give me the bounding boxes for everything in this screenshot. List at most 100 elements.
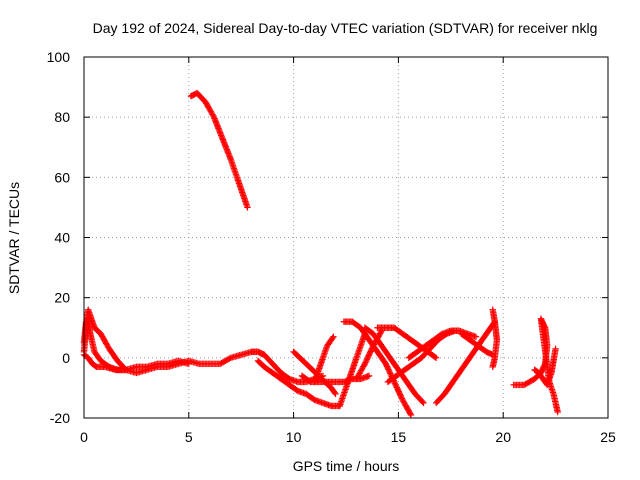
data-point bbox=[360, 362, 368, 369]
data-point bbox=[362, 357, 370, 365]
data-point bbox=[403, 403, 410, 410]
data-point bbox=[363, 356, 370, 363]
series-arc-p bbox=[405, 327, 480, 362]
data-point bbox=[101, 337, 108, 344]
y-tick-label: 20 bbox=[54, 290, 70, 306]
data-point bbox=[401, 400, 409, 408]
y-tick-label: 60 bbox=[54, 169, 70, 185]
data-point bbox=[393, 384, 400, 391]
data-point bbox=[385, 367, 393, 374]
data-point bbox=[365, 372, 373, 380]
data-point bbox=[366, 350, 373, 358]
series-arc-u bbox=[531, 345, 559, 389]
data-point bbox=[330, 333, 337, 340]
data-point bbox=[392, 381, 399, 388]
data-point bbox=[226, 355, 233, 362]
chart-title: Day 192 of 2024, Sidereal Day-to-day VTE… bbox=[93, 20, 598, 36]
data-point bbox=[384, 364, 391, 372]
data-point bbox=[398, 393, 405, 401]
data-point bbox=[364, 353, 372, 361]
series-arc-d bbox=[187, 89, 251, 211]
data-point bbox=[398, 395, 406, 402]
data-point bbox=[203, 100, 210, 107]
data-point bbox=[431, 353, 439, 361]
data-point bbox=[394, 387, 402, 394]
y-tick-label: -20 bbox=[50, 410, 70, 426]
data-point bbox=[419, 398, 426, 406]
data-points bbox=[80, 89, 561, 419]
data-point bbox=[355, 371, 362, 378]
data-point bbox=[402, 402, 409, 409]
data-point bbox=[394, 385, 401, 393]
data-point bbox=[365, 352, 372, 359]
data-point bbox=[489, 363, 496, 371]
series-arc-f bbox=[254, 357, 343, 410]
grid-lines bbox=[84, 57, 608, 418]
data-point bbox=[359, 364, 366, 372]
data-point bbox=[552, 345, 559, 353]
data-point bbox=[370, 342, 377, 349]
data-point bbox=[207, 108, 215, 115]
data-point bbox=[367, 348, 374, 355]
data-point bbox=[369, 343, 376, 351]
data-point bbox=[403, 404, 411, 412]
data-point bbox=[209, 112, 217, 119]
data-point bbox=[383, 363, 391, 370]
data-point bbox=[366, 349, 374, 356]
data-point bbox=[354, 374, 361, 381]
data-point bbox=[98, 331, 105, 339]
data-point bbox=[383, 362, 390, 369]
x-tick-label: 25 bbox=[600, 429, 616, 445]
data-point bbox=[396, 389, 403, 397]
data-point bbox=[399, 396, 406, 404]
y-tick-label: 40 bbox=[54, 230, 70, 246]
data-point bbox=[420, 399, 427, 407]
data-point bbox=[209, 111, 216, 118]
x-axis-label: GPS time / hours bbox=[293, 458, 400, 474]
data-point bbox=[368, 345, 376, 352]
data-point bbox=[99, 334, 107, 342]
data-point bbox=[103, 341, 111, 348]
data-point bbox=[100, 336, 108, 343]
data-point bbox=[204, 103, 212, 110]
data-point bbox=[400, 398, 407, 405]
data-point bbox=[407, 410, 414, 417]
data-point bbox=[376, 330, 384, 337]
y-tick-label: 0 bbox=[62, 350, 70, 366]
y-axis-label: SDTVAR / TECUs bbox=[6, 182, 22, 294]
x-tick-label: 5 bbox=[185, 429, 193, 445]
data-point bbox=[386, 368, 393, 376]
data-point bbox=[357, 367, 365, 374]
y-tick-label: 100 bbox=[47, 49, 71, 65]
data-point bbox=[99, 333, 106, 340]
x-tick-label: 15 bbox=[391, 429, 407, 445]
series-arc-n bbox=[374, 324, 440, 362]
data-point bbox=[400, 399, 408, 406]
data-point bbox=[354, 372, 362, 380]
x-tick-label: 10 bbox=[286, 429, 302, 445]
data-point bbox=[329, 334, 336, 342]
data-point bbox=[432, 354, 440, 362]
series-arc-i bbox=[311, 333, 337, 386]
data-point bbox=[202, 98, 209, 106]
data-point bbox=[244, 204, 251, 211]
data-point bbox=[206, 105, 213, 113]
data-point bbox=[392, 382, 400, 390]
data-point bbox=[358, 366, 366, 373]
data-point bbox=[362, 359, 369, 366]
data-point bbox=[203, 101, 211, 109]
data-point bbox=[407, 411, 415, 419]
data-point bbox=[353, 375, 360, 383]
data-point bbox=[206, 107, 214, 114]
series-arc-m bbox=[361, 324, 427, 407]
data-point bbox=[370, 341, 378, 348]
series-arc-t bbox=[510, 315, 561, 416]
x-tick-label: 0 bbox=[80, 429, 88, 445]
data-point bbox=[102, 338, 109, 346]
data-point bbox=[377, 328, 385, 336]
data-point bbox=[488, 351, 495, 358]
data-point bbox=[356, 370, 363, 377]
series-arc-r bbox=[458, 330, 496, 359]
plot-frame bbox=[83, 56, 609, 419]
